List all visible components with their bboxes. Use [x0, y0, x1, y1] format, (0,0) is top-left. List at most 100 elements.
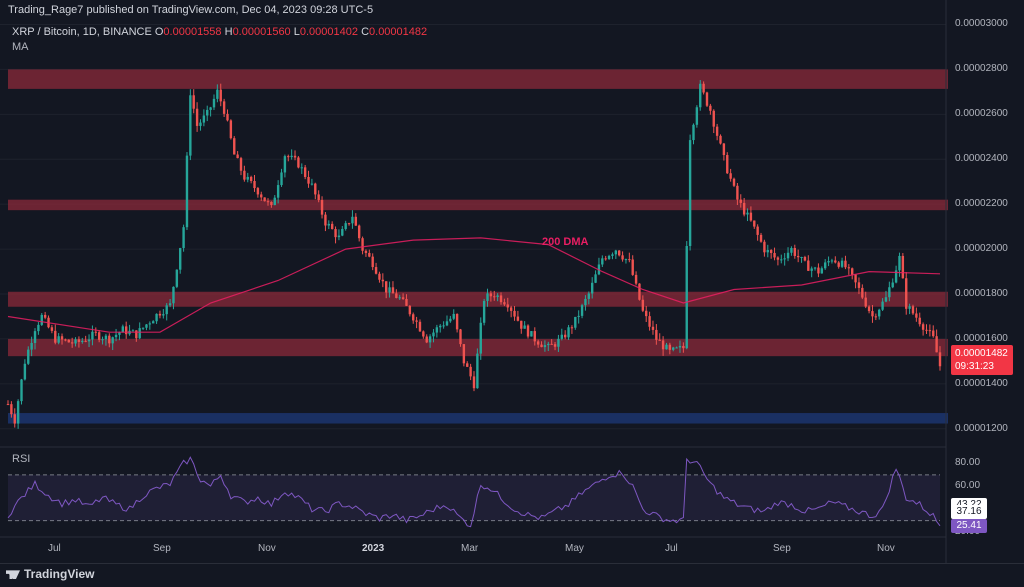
price-tick-label: 0.00001600 — [955, 332, 1008, 344]
candle-body — [729, 173, 732, 179]
price-tick-label: 0.00001400 — [955, 377, 1008, 389]
candle-body — [320, 200, 324, 215]
candle-body — [786, 252, 790, 259]
candle-body — [428, 336, 432, 343]
candle-body — [388, 287, 391, 293]
candle-body — [574, 316, 577, 328]
candle-body — [884, 297, 888, 302]
candle-body — [283, 156, 287, 173]
candle-body — [172, 286, 175, 304]
candle-body — [263, 197, 266, 202]
zone-resistance-1800 — [8, 291, 948, 307]
candle-body — [790, 247, 793, 253]
tradingview-logo-text: TradingView — [24, 567, 95, 581]
candle-body — [212, 98, 216, 108]
candle-body — [918, 317, 921, 325]
zone-support-1270 — [8, 413, 948, 424]
candle-body — [665, 344, 668, 350]
candle-body — [293, 155, 297, 158]
candle-body — [273, 197, 276, 206]
candle-body — [820, 268, 824, 274]
candle-body — [324, 214, 327, 226]
candle-body — [266, 201, 270, 203]
candle-body — [732, 178, 736, 186]
candle-body — [175, 269, 179, 287]
candle-body — [631, 259, 634, 275]
candle-body — [108, 335, 111, 344]
candle-body — [246, 176, 249, 180]
candle-body — [692, 124, 695, 141]
candle-body — [195, 108, 199, 126]
candle-body — [33, 331, 37, 343]
candle-body — [932, 330, 935, 337]
candle-body — [104, 335, 108, 340]
candle-body — [432, 332, 435, 337]
tradingview-logo[interactable]: TradingView — [6, 567, 94, 581]
candle-body — [905, 278, 908, 309]
candle-body — [290, 155, 293, 158]
candle-body — [449, 318, 452, 322]
rsi-indicator-label[interactable]: RSI — [12, 453, 31, 465]
candle-body — [567, 327, 570, 338]
candle-body — [682, 345, 685, 349]
candle-body — [915, 313, 918, 318]
ohlc-close-label: C — [361, 26, 370, 38]
candle-body — [783, 258, 786, 260]
candle-body — [827, 261, 830, 263]
candle-body — [536, 341, 540, 345]
candle-body — [287, 156, 290, 158]
candle-body — [705, 92, 709, 106]
candle-body — [685, 245, 688, 349]
candle-body — [300, 167, 303, 169]
candle-body — [766, 250, 769, 253]
candle-body — [209, 107, 212, 110]
candle-body — [506, 304, 509, 308]
candle-body — [810, 268, 813, 271]
time-tick-label: Mar — [461, 543, 479, 554]
time-tick-label: Nov — [877, 543, 895, 554]
candle-body — [526, 325, 530, 337]
candle-body — [97, 332, 101, 340]
time-tick-label: Sep — [153, 543, 171, 554]
candle-body — [182, 227, 185, 249]
candle-body — [634, 274, 638, 284]
candle-body — [368, 252, 371, 257]
candle-body — [30, 342, 33, 350]
candle-body — [158, 313, 162, 316]
candle-body — [310, 183, 314, 185]
candle-body — [516, 316, 520, 321]
candle-body — [878, 309, 881, 317]
candle-body — [580, 305, 584, 316]
candle-body — [668, 344, 672, 350]
candle-body — [344, 223, 347, 229]
candle-body — [337, 235, 341, 238]
candle-body — [398, 297, 401, 299]
candle-body — [74, 339, 77, 344]
candle-body — [16, 401, 20, 424]
candle-body — [496, 295, 499, 297]
candle-body — [152, 321, 155, 324]
candle-body — [415, 320, 418, 322]
symbol-legend[interactable]: XRP / Bitcoin, 1D, BINANCE O0.00001558 H… — [12, 26, 427, 38]
time-tick-label: Jul — [665, 543, 678, 554]
candle-body — [219, 89, 222, 102]
candle-body — [385, 281, 388, 293]
candle-body — [742, 202, 746, 215]
candle-body — [165, 305, 168, 315]
candle-body — [168, 303, 172, 306]
rsi-tick-label: 80.00 — [955, 457, 981, 469]
candle-body — [371, 256, 374, 268]
candle-body — [891, 282, 894, 288]
candle-body — [435, 327, 439, 333]
candle-body — [925, 329, 928, 331]
candle-body — [935, 336, 938, 353]
candle-body — [553, 344, 557, 347]
candle-body — [722, 143, 726, 156]
candle-body — [114, 334, 118, 338]
candle-body — [699, 83, 702, 108]
candle-body — [439, 325, 442, 328]
ma-indicator-label[interactable]: MA — [12, 41, 29, 53]
candle-body — [50, 327, 54, 331]
candle-body — [648, 316, 651, 327]
